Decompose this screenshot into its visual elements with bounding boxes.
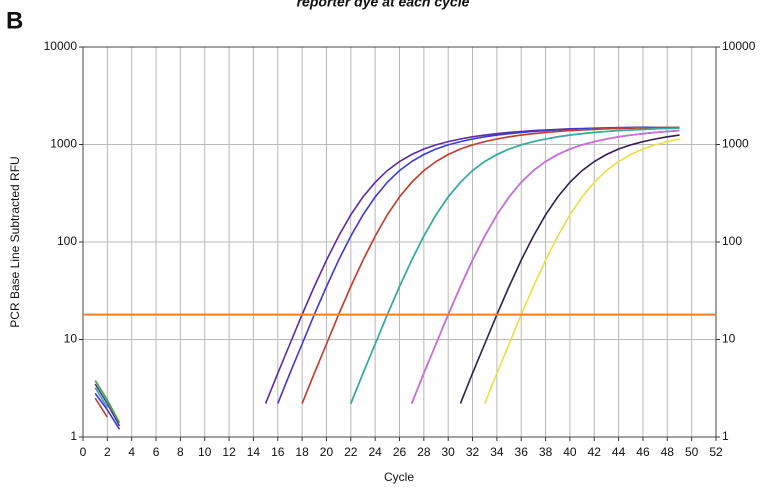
y-tick-label: 1000 <box>50 137 77 151</box>
x-tick-label: 40 <box>563 445 577 459</box>
x-tick-label: 2 <box>104 445 111 459</box>
amplification-curve <box>94 126 680 418</box>
y-tick-label: 10000 <box>722 39 756 53</box>
amplification-curve <box>483 138 680 404</box>
x-tick-label: 8 <box>177 445 184 459</box>
x-tick-label: 50 <box>685 445 699 459</box>
x-tick-label: 42 <box>588 445 602 459</box>
x-tick-label: 24 <box>368 445 382 459</box>
x-tick-label: 18 <box>295 445 309 459</box>
x-tick-label: 16 <box>271 445 285 459</box>
x-tick-label: 32 <box>466 445 480 459</box>
x-tick-label: 46 <box>636 445 650 459</box>
amplification-curve <box>94 127 680 424</box>
x-tick-label: 28 <box>417 445 431 459</box>
x-tick-label: 30 <box>442 445 456 459</box>
amplification-curve <box>94 126 680 430</box>
x-axis-label: Cycle <box>384 470 414 484</box>
x-tick-label: 12 <box>222 445 236 459</box>
amplification-curve <box>410 129 680 404</box>
plot-frame <box>82 46 717 438</box>
amplification-curve <box>301 126 680 404</box>
x-tick-label: 10 <box>198 445 212 459</box>
x-tick-label: 26 <box>393 445 407 459</box>
x-tick-label: 44 <box>612 445 626 459</box>
x-tick-label: 20 <box>320 445 334 459</box>
amplification-curve <box>94 127 680 409</box>
x-tick-label: 38 <box>539 445 553 459</box>
x-tick-label: 36 <box>515 445 529 459</box>
y-tick-label: 100 <box>57 234 77 248</box>
plot-area <box>83 126 716 430</box>
x-tick-label: 14 <box>247 445 261 459</box>
chart-title: reporter dye at each cycle <box>297 0 470 10</box>
x-tick-label: 22 <box>344 445 358 459</box>
x-tick-label: 48 <box>661 445 675 459</box>
x-tick-label: 34 <box>490 445 504 459</box>
y-tick-label: 10 <box>722 332 736 346</box>
x-tick-label: 4 <box>128 445 135 459</box>
x-tick-label: 0 <box>80 445 87 459</box>
y-tick-label: 100 <box>722 234 742 248</box>
y-tick-label: 1 <box>70 429 77 443</box>
y-axis-label: PCR Base Line Subtracted RFU <box>8 156 22 327</box>
y-tick-label: 1 <box>722 429 729 443</box>
x-tick-label: 6 <box>153 445 160 459</box>
y-tick-label: 10000 <box>44 39 78 53</box>
y-tick-label: 10 <box>64 332 78 346</box>
x-tick-label: 52 <box>709 445 723 459</box>
panel-label: B <box>6 7 23 34</box>
amplification-curve <box>94 126 680 427</box>
y-tick-label: 1000 <box>722 137 749 151</box>
